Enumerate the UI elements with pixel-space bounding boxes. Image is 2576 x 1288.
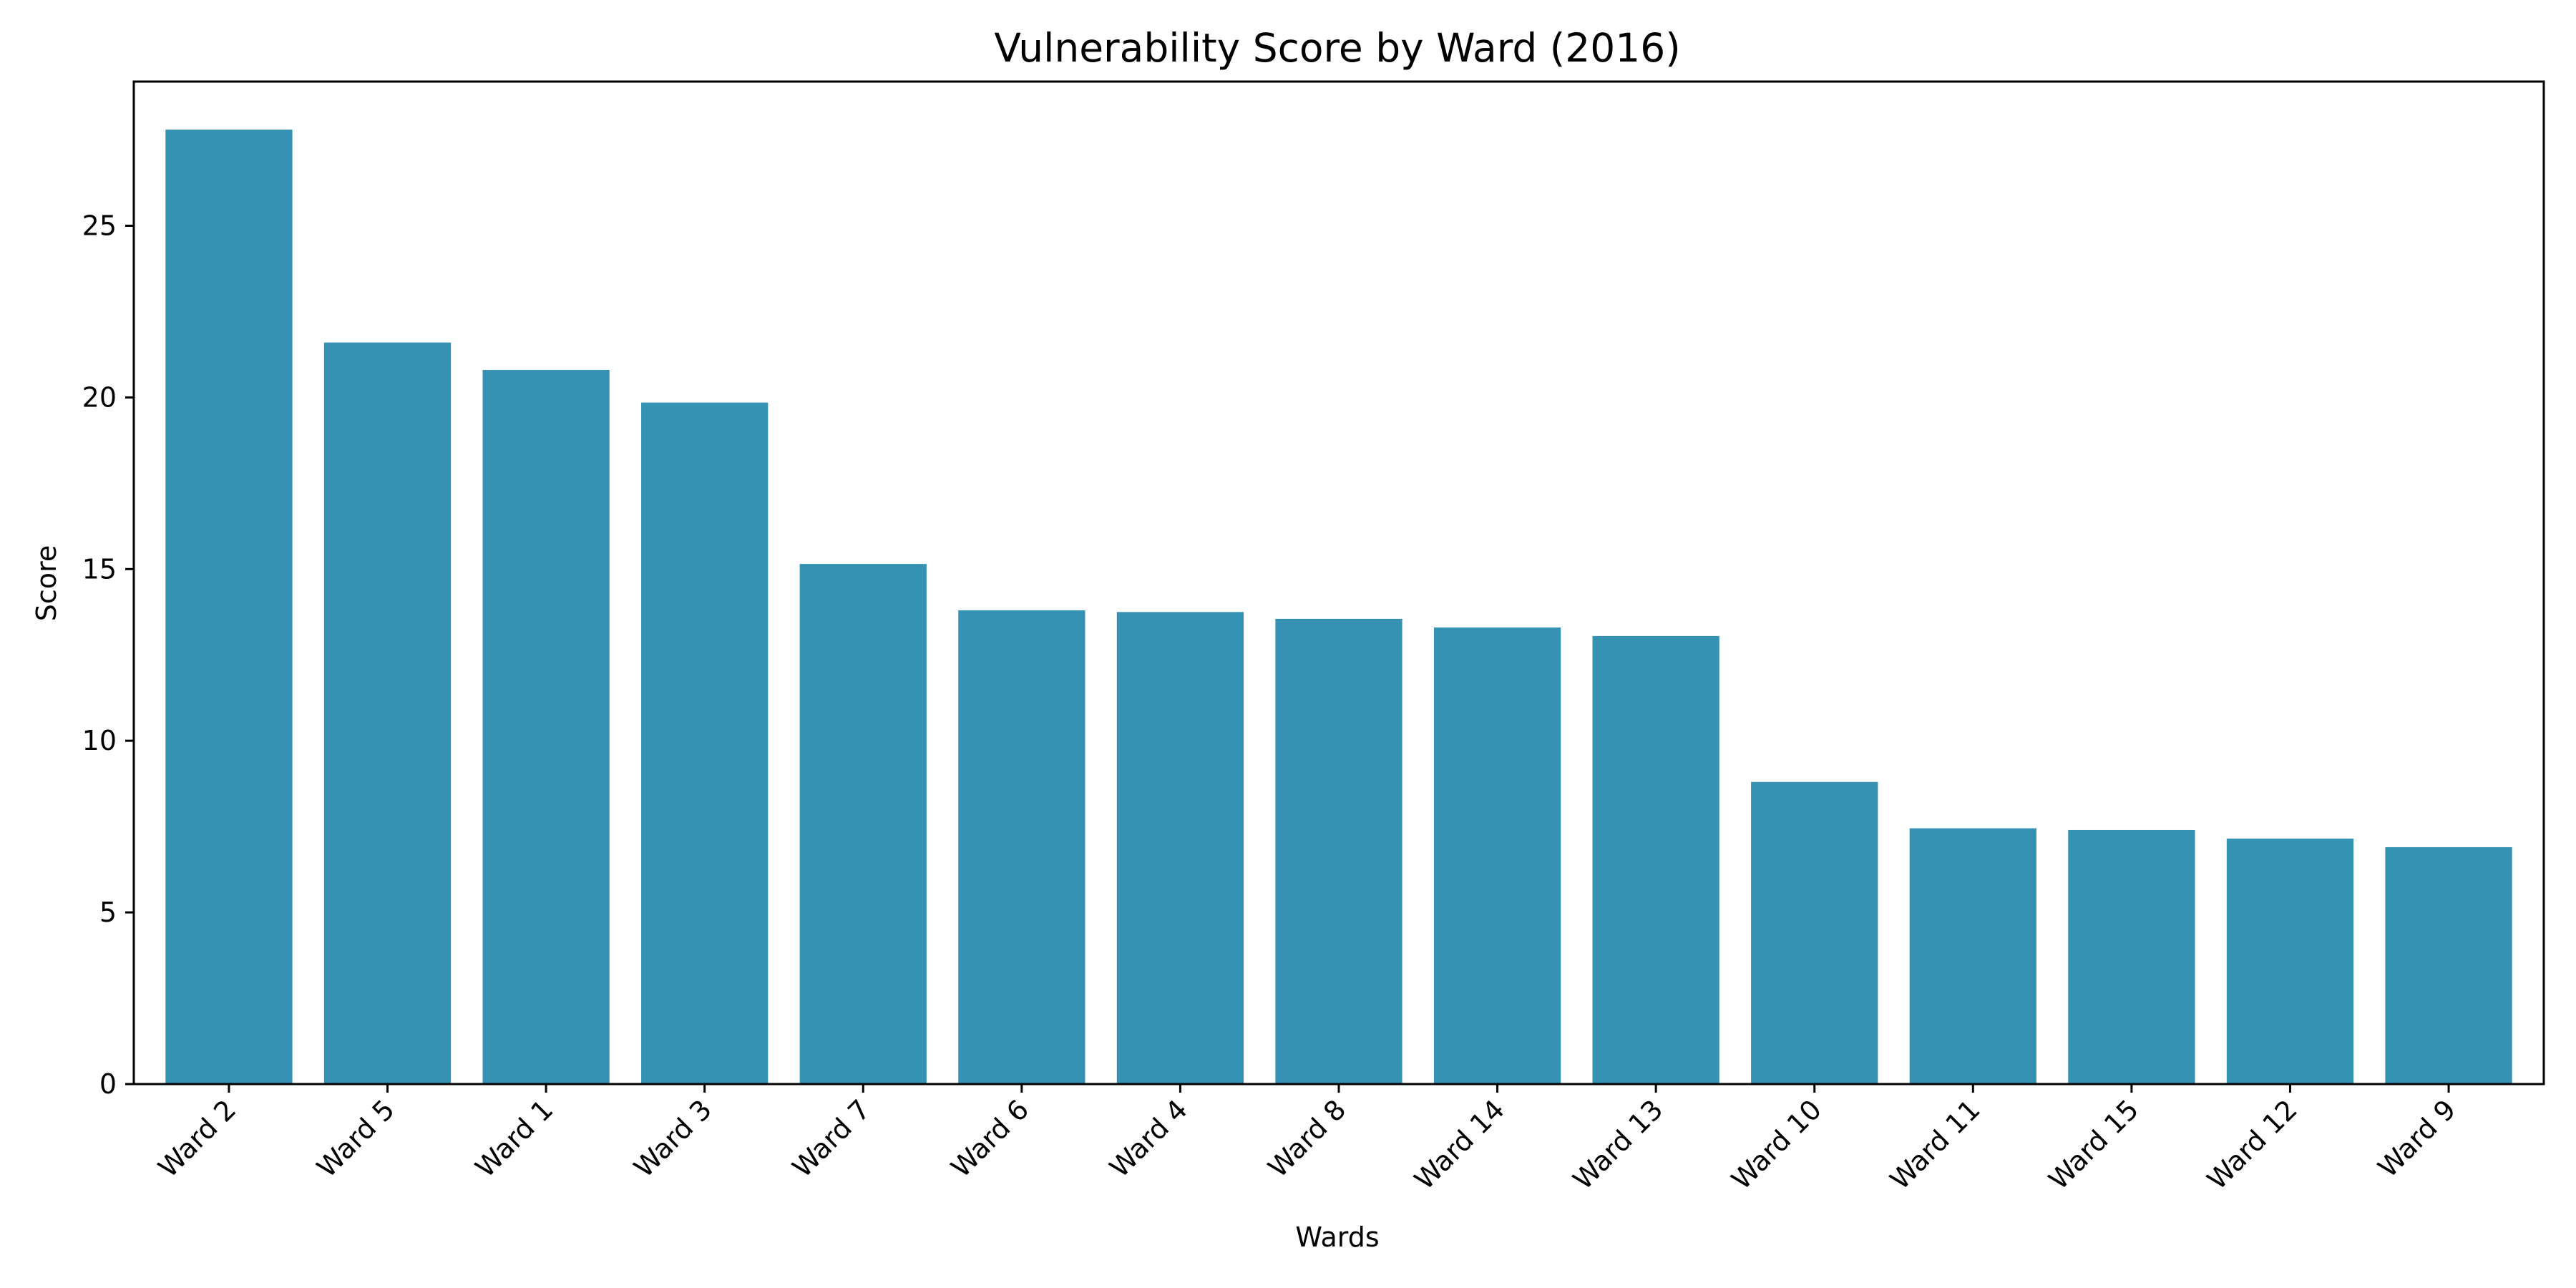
bar-ward-2	[165, 130, 293, 1084]
bar-ward-4	[1116, 612, 1244, 1084]
y-tick-label: 5	[99, 897, 117, 928]
bars-group	[165, 130, 2512, 1085]
y-tick-label: 0	[99, 1068, 117, 1100]
bar-ward-1	[482, 370, 610, 1084]
chart-title: Vulnerability Score by Ward (2016)	[994, 25, 1680, 71]
y-axis: 0 5 10 15 20 25	[82, 210, 134, 1100]
y-tick-label: 25	[82, 210, 117, 242]
bar-ward-13	[1592, 635, 1719, 1084]
bar-ward-3	[641, 402, 769, 1084]
bar-ward-8	[1275, 618, 1402, 1084]
plot-frame	[132, 80, 2545, 1085]
bar-ward-14	[1433, 627, 1561, 1084]
y-tick-label: 20	[82, 381, 117, 413]
bar-ward-7	[799, 564, 927, 1084]
bar-ward-9	[2385, 847, 2512, 1084]
y-tick-label: 10	[82, 725, 117, 756]
bar-ward-12	[2226, 838, 2354, 1084]
y-axis-label: Score	[31, 545, 62, 621]
bar-ward-11	[1909, 828, 2036, 1084]
bar-ward-15	[2068, 829, 2195, 1084]
y-tick-label: 15	[82, 553, 117, 585]
bar-ward-5	[323, 342, 452, 1085]
x-axis-label: Wards	[1295, 1221, 1379, 1253]
bar-ward-6	[958, 610, 1085, 1084]
bar-ward-10	[1751, 781, 1878, 1084]
